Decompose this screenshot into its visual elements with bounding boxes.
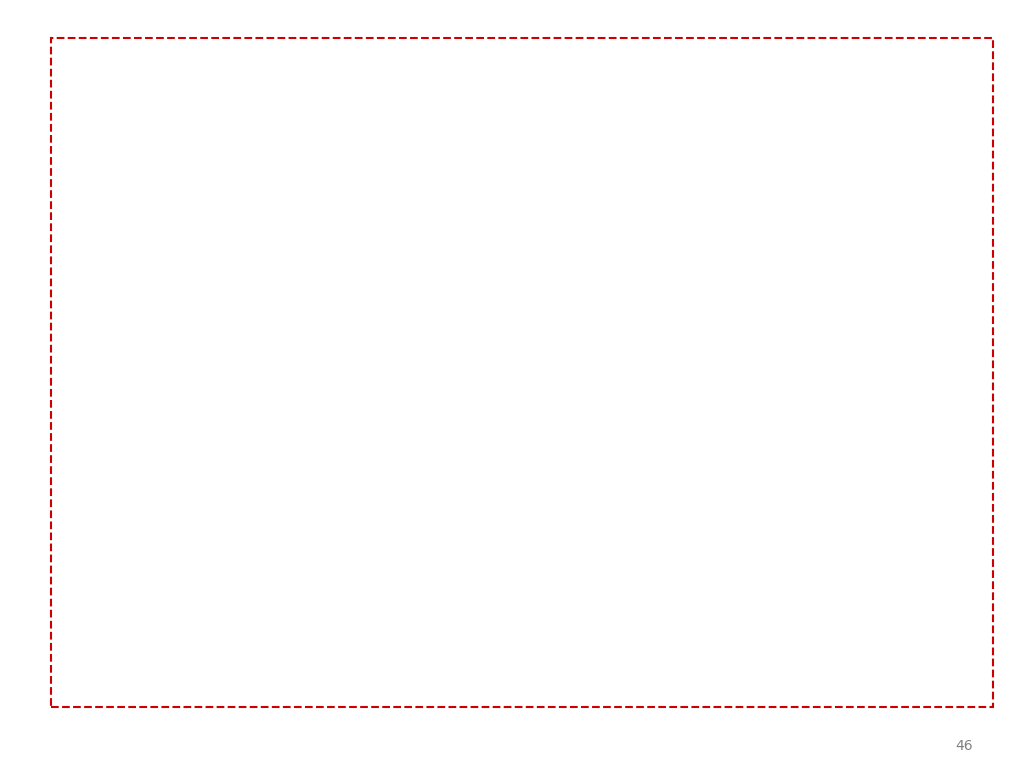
Bar — [261, 450, 307, 595]
Bar — [801, 501, 848, 595]
Title: EXISTENCE OF AN ICT PLAN/POLICY - SOLOMON ISLANDS: EXISTENCE OF AN ICT PLAN/POLICY - SOLOMO… — [246, 61, 819, 79]
Text: 16.00: 16.00 — [228, 472, 242, 508]
Text: 46: 46 — [955, 739, 973, 753]
Text: 56.00: 56.00 — [180, 265, 194, 301]
Legend: Yes, No, Not Sure: Yes, No, Not Sure — [387, 634, 678, 661]
Bar — [164, 305, 210, 595]
Text: 28.00: 28.00 — [278, 410, 291, 446]
Bar — [703, 171, 751, 595]
Bar — [212, 512, 258, 595]
Text: 18.18: 18.18 — [818, 461, 830, 497]
Text: 81.82: 81.82 — [721, 131, 733, 167]
